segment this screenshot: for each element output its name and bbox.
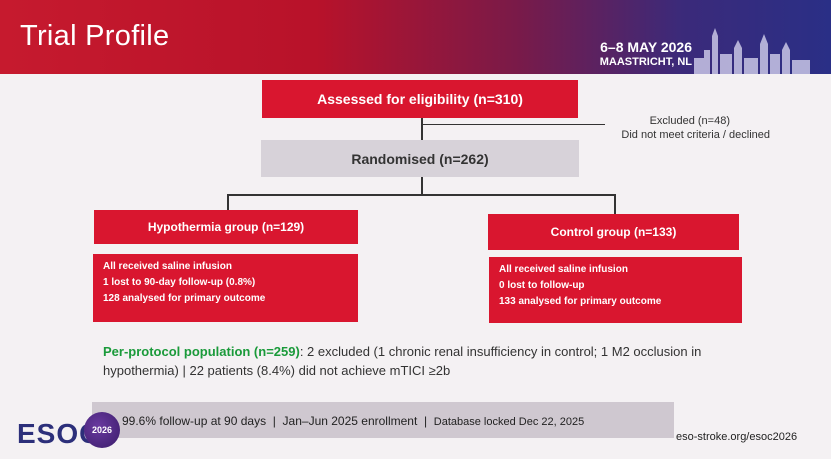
excluded-reason: Did not meet criteria / declined — [621, 129, 770, 141]
conference-date: 6–8 MAY 2026 MAASTRICHT, NL — [566, 40, 692, 70]
location-text: MAASTRICHT, NL — [599, 56, 692, 68]
connector-line — [422, 124, 605, 125]
per-protocol-note: Per-protocol population (n=259): 2 exclu… — [103, 342, 743, 380]
footer-separator: | — [266, 414, 283, 428]
randomised-box: Randomised (n=262) — [261, 140, 579, 177]
slide-title: Trial Profile — [20, 20, 170, 52]
followup-stat: 99.6% follow-up at 90 days — [122, 414, 267, 428]
footer-separator: | — [417, 414, 434, 428]
hypothermia-detail-line: 128 analysed for primary outcome — [103, 293, 266, 304]
connector-line — [227, 194, 616, 196]
control-detail-line: All received saline infusion — [499, 264, 628, 275]
excluded-note: Excluded (n=48) Did not meet criteria / … — [590, 114, 770, 142]
hypothermia-detail-line: 1 lost to 90-day follow-up (0.8%) — [103, 277, 256, 288]
footer-stats: 99.6% follow-up at 90 days | Jan–Jun 202… — [122, 414, 584, 428]
hypothermia-group-box: Hypothermia group (n=129) — [94, 210, 358, 244]
connector-line — [421, 177, 423, 195]
connector-line — [421, 118, 423, 140]
connector-line — [614, 194, 616, 214]
city-skyline-icon — [694, 28, 810, 74]
hypothermia-detail-line: All received saline infusion — [103, 261, 232, 272]
per-protocol-label: Per-protocol population (n=259) — [103, 344, 300, 359]
hypothermia-group-label: Hypothermia group (n=129) — [147, 220, 305, 234]
hypothermia-details: All received saline infusion 1 lost to 9… — [93, 254, 358, 322]
per-protocol-text: : 2 excluded (1 chronic renal insufficie… — [103, 344, 702, 378]
control-details: All received saline infusion 0 lost to f… — [489, 257, 742, 323]
enrollment-stat: Jan–Jun 2025 enrollment — [282, 414, 418, 428]
year-badge: 2026 — [84, 412, 120, 448]
date-text: 6–8 MAY 2026 — [600, 39, 692, 55]
assessed-box: Assessed for eligibility (n=310) — [262, 80, 578, 118]
randomised-label: Randomised (n=262) — [351, 150, 489, 167]
control-detail-line: 133 analysed for primary outcome — [499, 296, 662, 307]
excluded-count: Excluded (n=48) — [649, 115, 730, 127]
slide-header: Trial Profile 6–8 MAY 2026 MAASTRICHT, N… — [0, 0, 831, 74]
connector-line — [227, 194, 229, 210]
control-detail-line: 0 lost to follow-up — [499, 280, 585, 291]
database-locked-stat: Database locked Dec 22, 2025 — [433, 416, 585, 428]
footer-bar — [92, 402, 674, 438]
control-group-box: Control group (n=133) — [488, 214, 739, 250]
control-group-label: Control group (n=133) — [550, 225, 677, 239]
assessed-label: Assessed for eligibility (n=310) — [317, 91, 523, 107]
website-url: eso-stroke.org/esoc2026 — [676, 431, 798, 443]
